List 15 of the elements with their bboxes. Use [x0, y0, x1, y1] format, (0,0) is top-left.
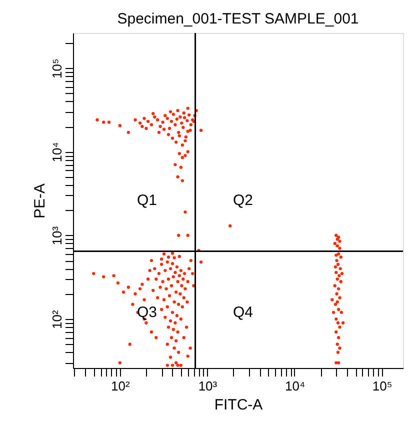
y-axis-title: PE-A [32, 183, 48, 219]
x-axis-title: FITC-A [214, 396, 263, 414]
chart-title: Specimen_001-TEST SAMPLE_001 [117, 10, 359, 28]
y-tick-label: 10⁵ [50, 58, 64, 78]
y-tick-label: 10² [50, 309, 64, 329]
x-tick-label: 10³ [198, 378, 218, 394]
y-tick-label: 10³ [50, 226, 64, 246]
annotation: Q1 [136, 192, 158, 209]
annotation: Q4 [232, 304, 254, 321]
annotation: Q2 [232, 192, 254, 209]
annotation: Q3 [136, 304, 158, 321]
x-tick-label: 10⁴ [284, 378, 306, 394]
y-tick-label: 10⁴ [50, 142, 64, 162]
x-tick-label: 10⁵ [372, 378, 392, 394]
x-tick-label: 10² [111, 378, 130, 394]
